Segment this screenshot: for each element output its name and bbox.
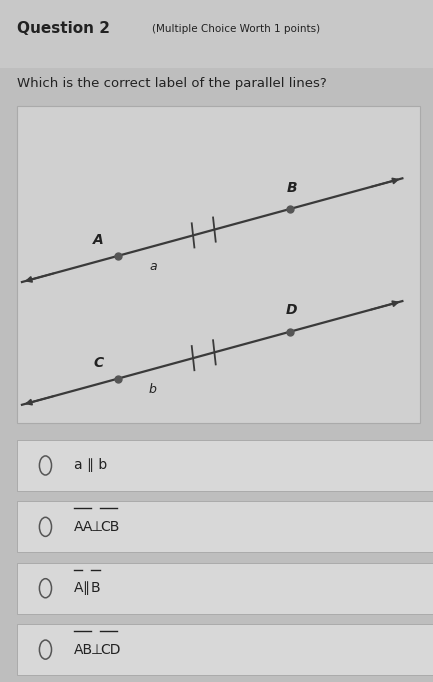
FancyBboxPatch shape (17, 106, 420, 423)
FancyBboxPatch shape (17, 440, 433, 491)
Text: AA: AA (74, 520, 93, 534)
Text: A: A (74, 581, 83, 595)
FancyBboxPatch shape (17, 624, 433, 675)
FancyBboxPatch shape (17, 563, 433, 614)
Text: ∥: ∥ (82, 581, 89, 595)
Text: A: A (93, 233, 103, 248)
FancyBboxPatch shape (17, 501, 433, 552)
Text: ⊥: ⊥ (91, 520, 103, 534)
Text: CD: CD (100, 642, 120, 657)
Text: CB: CB (100, 520, 119, 534)
Text: a ∥ b: a ∥ b (74, 458, 107, 473)
Text: C: C (93, 356, 103, 370)
Text: b: b (149, 383, 157, 396)
Text: (Multiple Choice Worth 1 points): (Multiple Choice Worth 1 points) (152, 24, 320, 33)
FancyBboxPatch shape (0, 68, 433, 99)
Text: AB: AB (74, 642, 93, 657)
Text: D: D (286, 303, 297, 317)
Text: a: a (149, 261, 157, 273)
Text: B: B (91, 581, 101, 595)
Text: ⊥: ⊥ (91, 642, 103, 657)
Text: B: B (287, 181, 297, 194)
FancyBboxPatch shape (0, 0, 433, 68)
Text: Question 2: Question 2 (17, 21, 110, 36)
Text: Which is the correct label of the parallel lines?: Which is the correct label of the parall… (17, 77, 327, 91)
